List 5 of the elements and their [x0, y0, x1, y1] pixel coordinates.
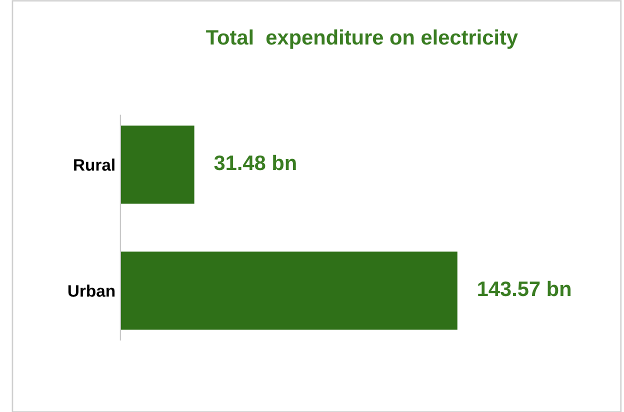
data-label: 143.57 bn [478, 280, 571, 296]
y-tick-label: Urban [68, 284, 115, 297]
y-tick-label: Rural [74, 158, 114, 171]
data-label: 31.48 bn [214, 154, 296, 170]
chart-title: Total expenditure on electricity [206, 29, 518, 49]
